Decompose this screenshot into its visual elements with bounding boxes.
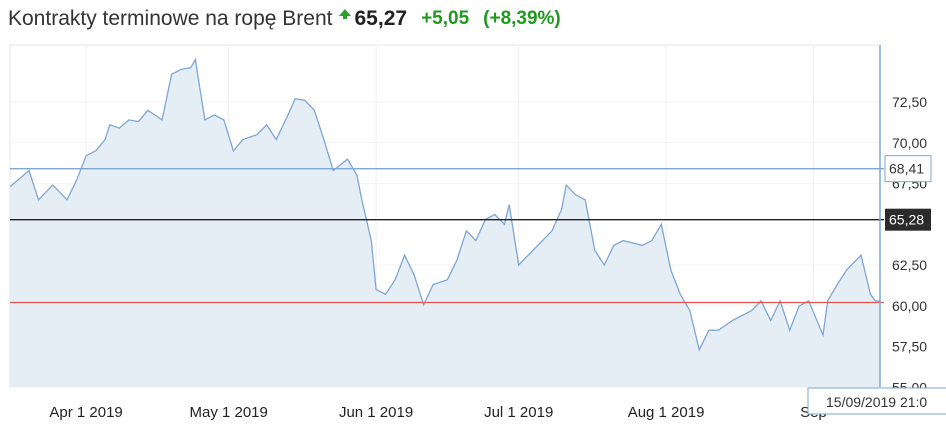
price-change-percent: (+8,39%) bbox=[483, 8, 561, 29]
x-tick-label: Aug 1 2019 bbox=[628, 404, 705, 421]
crosshair-price-label: 68,41 bbox=[889, 161, 924, 177]
y-tick-label: 70,00 bbox=[892, 135, 927, 151]
y-tick-label: 57,50 bbox=[892, 339, 927, 355]
crosshair-date-label: 15/09/2019 21:0 bbox=[826, 394, 927, 410]
price-area-fill bbox=[10, 59, 880, 387]
y-tick-label: 72,50 bbox=[892, 94, 927, 110]
instrument-title: Kontrakty terminowe na ropę Brent bbox=[8, 7, 333, 30]
x-tick-label: Apr 1 2019 bbox=[49, 404, 122, 421]
price-line bbox=[9, 57, 880, 352]
y-tick-label: 60,00 bbox=[892, 298, 927, 314]
crosshair-price-badge bbox=[884, 155, 932, 183]
y-tick-label: 62,50 bbox=[892, 257, 927, 273]
x-tick-label: Jun 1 2019 bbox=[339, 404, 413, 421]
x-tick-label: Jul 1 2019 bbox=[484, 404, 553, 421]
current-price-badge bbox=[885, 208, 931, 231]
last-price: 65,27 bbox=[354, 7, 408, 30]
price-change: +5,05 bbox=[421, 8, 470, 29]
crosshair-date-badge bbox=[807, 387, 946, 415]
up-arrow-icon bbox=[338, 8, 351, 19]
chart-header: Kontrakty terminowe na ropę Brent 65,27 … bbox=[8, 4, 575, 34]
current-price-label: 65,28 bbox=[889, 212, 924, 228]
x-tick-label: May 1 2019 bbox=[189, 404, 267, 421]
